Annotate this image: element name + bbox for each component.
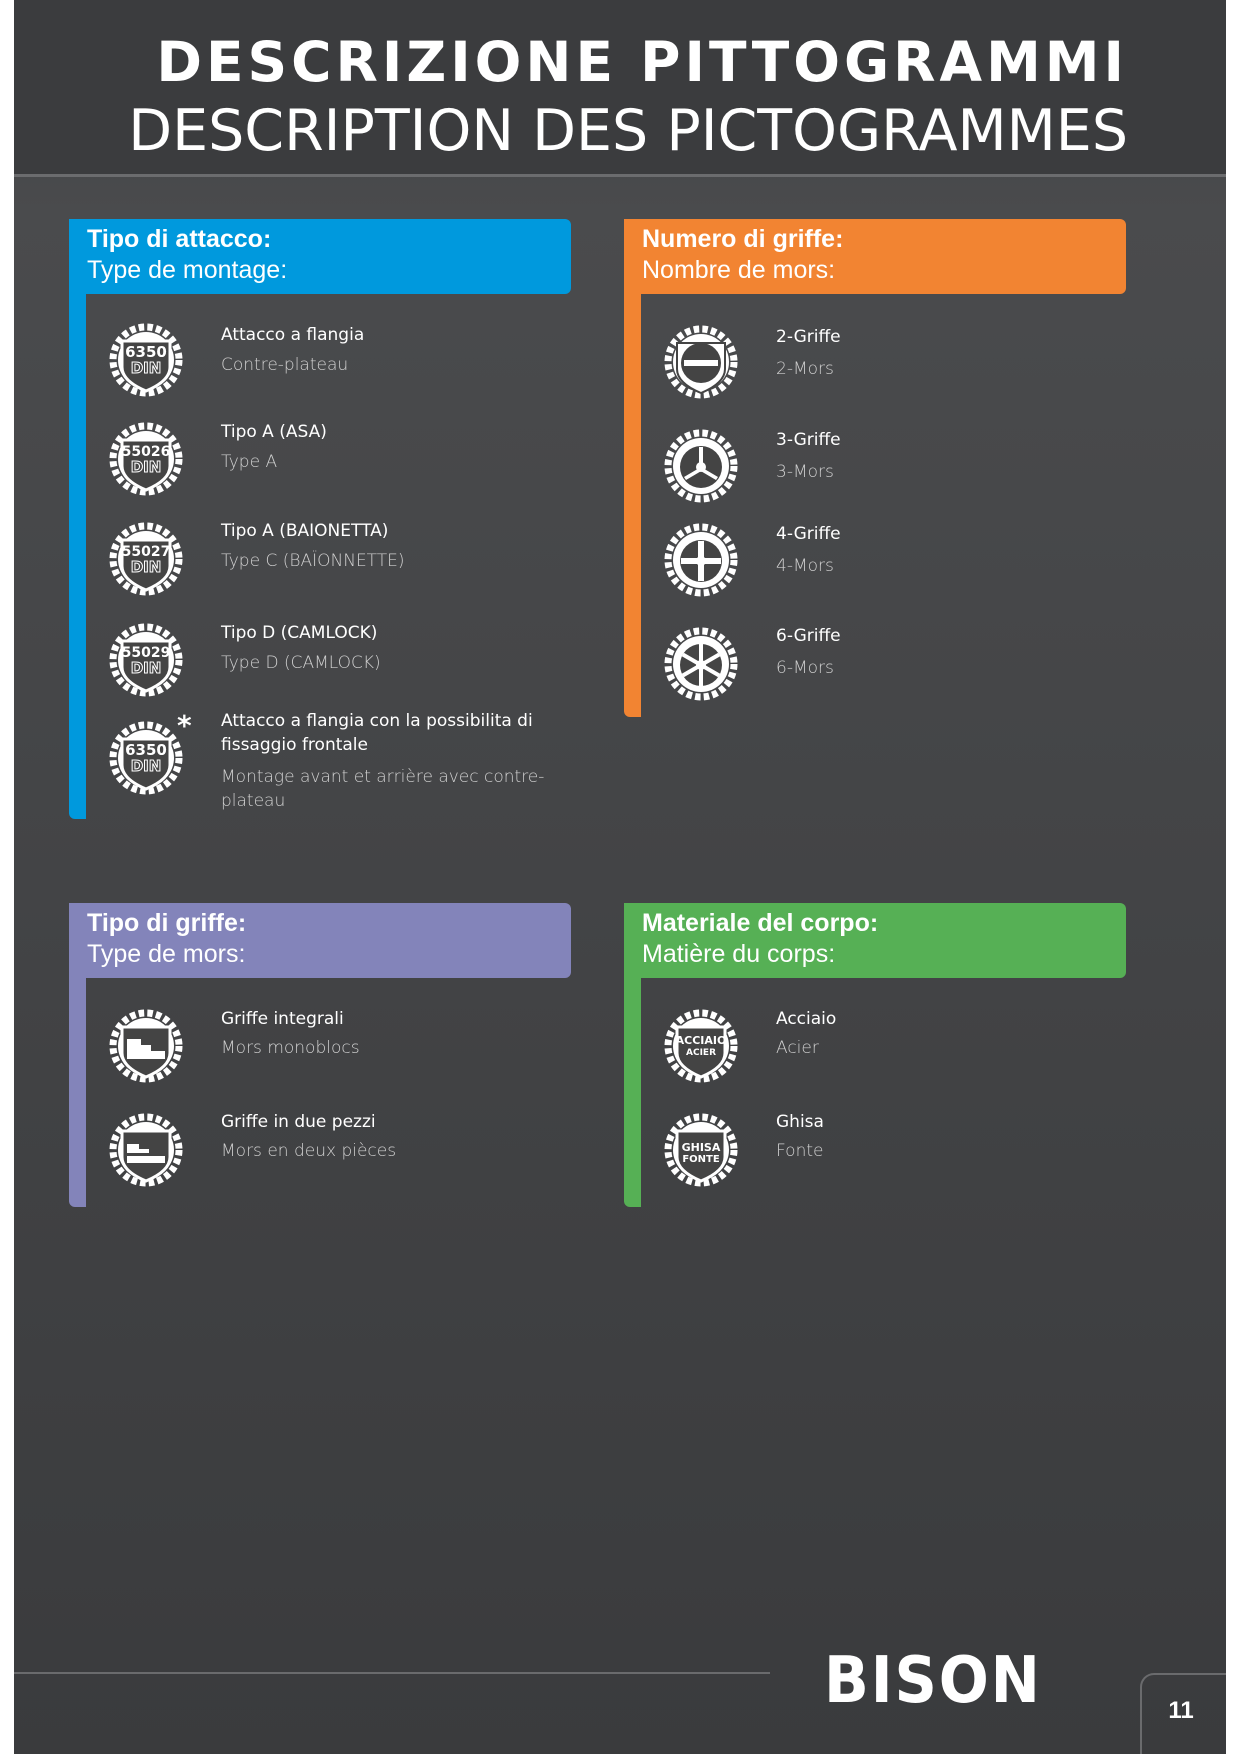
item-label-fr: Mors monoblocs xyxy=(221,1038,360,1058)
badge-number: 6350 xyxy=(125,741,167,759)
page: DESCRIZIONE PITTOGRAMMI DESCRIPTION DES … xyxy=(14,0,1226,1754)
section-bar xyxy=(69,219,86,819)
section-title: Tipo di attacco: xyxy=(87,225,272,253)
item-label-it: 4-Griffe xyxy=(776,524,841,544)
six-jaw-icon xyxy=(664,627,738,701)
steel-icon: ACCIAIO ACIER xyxy=(664,1009,738,1083)
badge-number: 6350 xyxy=(125,343,167,361)
solid-jaw-icon xyxy=(109,1009,183,1083)
two-jaw-icon xyxy=(664,325,738,399)
badge-bottom: FONTE xyxy=(682,1154,720,1165)
item-label-it: 3-Griffe xyxy=(776,430,841,450)
din-6350-icon: 6350 DIN xyxy=(109,323,183,397)
din-55029-icon: 55029 DIN xyxy=(109,623,183,697)
section-title: Materiale del corpo: xyxy=(642,909,879,937)
badge-din: DIN xyxy=(131,458,162,476)
section-header: Tipo di griffe: Type de mors: xyxy=(69,903,571,978)
section-subtitle: Type de mors: xyxy=(87,940,246,968)
item-label-fr: Mors en deux pièces xyxy=(221,1141,397,1161)
item-label-it: Attacco a flangia xyxy=(221,325,365,345)
section-mounting: Tipo di attacco: Type de montage: 6350 D… xyxy=(69,219,571,819)
item-label-it: Tipo D (CAMLOCK) xyxy=(221,623,378,643)
asterisk-mark: * xyxy=(177,709,192,742)
din-55027-icon: 55027 DIN xyxy=(109,522,183,596)
section-jaw-type: Tipo di griffe: Type de mors: Griffe int… xyxy=(69,903,571,1207)
badge-din: DIN xyxy=(131,359,162,377)
bison-logo: BISON xyxy=(824,1644,1042,1718)
item-label-it: 2-Griffe xyxy=(776,327,841,347)
badge-number: 55027 xyxy=(122,544,171,560)
item-label-fr: Type D (CAMLOCK) xyxy=(221,653,381,673)
section-header: Materiale del corpo: Matière du corps: xyxy=(624,903,1126,978)
section-title: Numero di griffe: xyxy=(642,225,844,253)
item-label-fr: 4-Mors xyxy=(776,556,834,576)
item-label-it: Acciaio xyxy=(776,1009,837,1029)
section-bar xyxy=(624,219,641,717)
item-label-fr: Contre-plateau xyxy=(221,355,349,375)
item-label-fr: Fonte xyxy=(776,1141,824,1161)
badge-din: DIN xyxy=(131,558,162,576)
page-number-box: 11 xyxy=(1140,1673,1226,1754)
section-header: Numero di griffe: Nombre de mors: xyxy=(624,219,1126,294)
four-jaw-icon xyxy=(664,523,738,597)
page-subtitle: DESCRIPTION DES PICTOGRAMMES xyxy=(128,98,1128,164)
item-label-it: Griffe in due pezzi xyxy=(221,1112,376,1132)
item-label-it: 6-Griffe xyxy=(776,626,841,646)
section-material: Materiale del corpo: Matière du corps: A… xyxy=(624,903,1126,1207)
section-bar xyxy=(69,903,86,1207)
section-subtitle: Matière du corps: xyxy=(642,940,836,968)
item-label-fr: 6-Mors xyxy=(776,658,834,678)
item-label-it: Ghisa xyxy=(776,1112,824,1132)
badge-din: DIN xyxy=(131,757,162,775)
section-subtitle: Type de montage: xyxy=(87,256,288,284)
item-label-fr: Acier xyxy=(776,1038,819,1058)
section-bar xyxy=(624,903,641,1207)
badge-top: GHISA xyxy=(682,1141,721,1154)
three-jaw-icon xyxy=(664,429,738,503)
item-label-it: Attacco a flangia con la possibilita di … xyxy=(221,711,533,755)
item-label-fr: Type C (BAÏONNETTE) xyxy=(221,551,405,571)
item-label-it: Tipo A (ASA) xyxy=(221,422,327,442)
item-label-it: Tipo A (BAIONETTA) xyxy=(221,521,389,541)
badge-top: ACCIAIO xyxy=(676,1034,727,1047)
page-number: 11 xyxy=(1168,1697,1194,1724)
badge-bottom: ACIER xyxy=(686,1048,716,1058)
page-title: DESCRIZIONE PITTOGRAMMI xyxy=(156,30,1128,94)
cast-iron-icon: GHISA FONTE xyxy=(664,1113,738,1187)
item-label-fr: Type A xyxy=(221,452,278,472)
badge-din: DIN xyxy=(131,659,162,677)
item-label-fr: Montage avant et arrière avec contre-pla… xyxy=(221,767,545,811)
footer-divider xyxy=(14,1672,770,1674)
section-header: Tipo di attacco: Type de montage: xyxy=(69,219,571,294)
section-subtitle: Nombre de mors: xyxy=(642,256,836,284)
item-label-fr: 2-Mors xyxy=(776,359,834,379)
badge-number: 55029 xyxy=(122,645,171,661)
section-jaws-count: Numero di griffe: Nombre de mors: 2-Grif… xyxy=(624,219,1126,717)
two-piece-jaw-icon xyxy=(109,1113,183,1187)
badge-number: 55026 xyxy=(122,444,171,460)
item-label-it: Griffe integrali xyxy=(221,1009,344,1029)
din-6350-star-icon: 6350 DIN xyxy=(109,721,183,795)
section-title: Tipo di griffe: xyxy=(87,909,247,937)
item-label-fr: 3-Mors xyxy=(776,462,834,482)
din-55026-icon: 55026 DIN xyxy=(109,422,183,496)
header: DESCRIZIONE PITTOGRAMMI DESCRIPTION DES … xyxy=(14,0,1226,177)
